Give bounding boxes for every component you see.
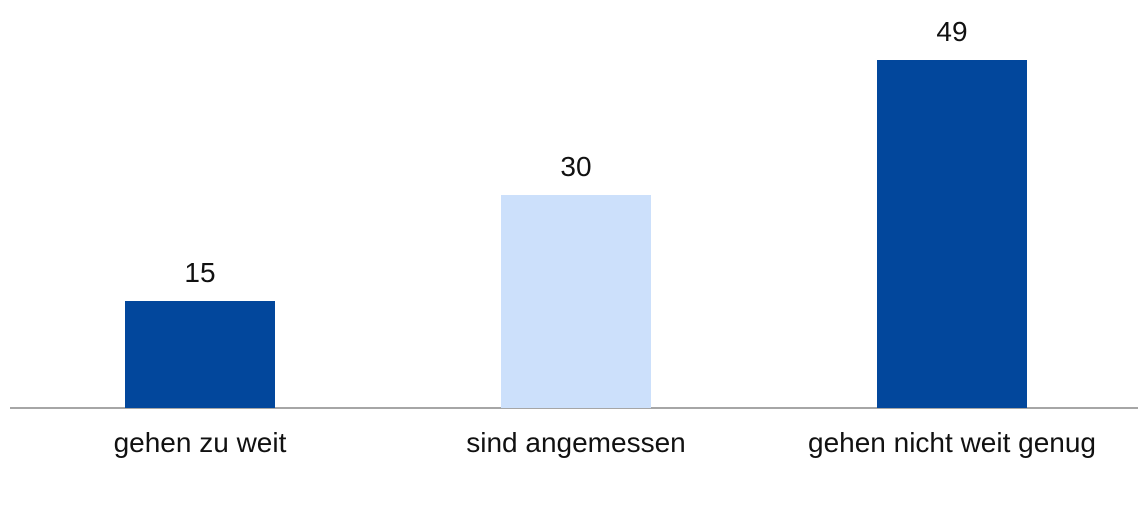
value-label: 30 [560, 150, 592, 182]
value-label: 15 [184, 257, 216, 289]
x-tick-label: gehen zu weit [113, 427, 287, 458]
bar [877, 60, 1027, 408]
bar [501, 194, 651, 408]
x-tick-label: sind angemessen [466, 427, 686, 458]
x-tick-label: gehen nicht weit genug [808, 427, 1096, 458]
x-axis [10, 407, 1138, 409]
value-label: 49 [936, 16, 968, 47]
bar [125, 301, 275, 408]
